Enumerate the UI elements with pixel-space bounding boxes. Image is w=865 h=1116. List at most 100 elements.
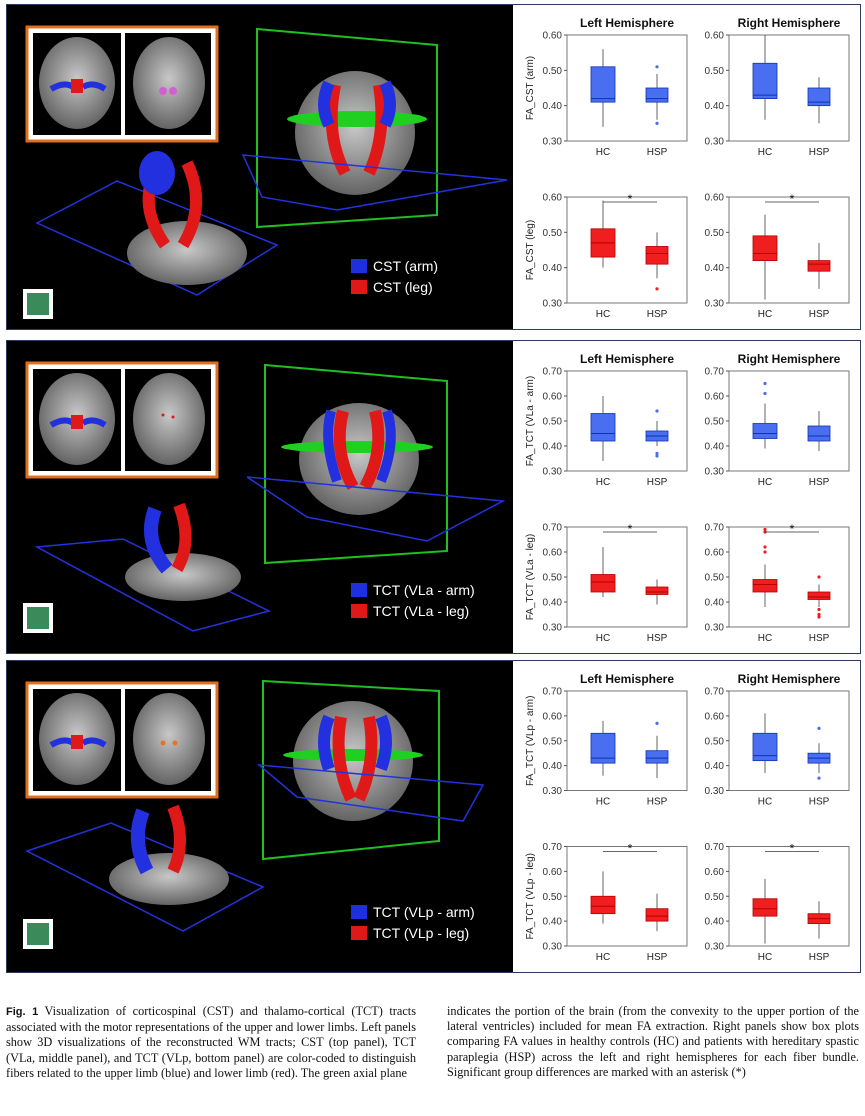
boxplot: 0.30 0.40 0.50 0.60 0.70 FA_TCT (VLp - leg) HC… bbox=[525, 842, 688, 963]
y-tick-label: 0.50 bbox=[543, 892, 563, 903]
x-tick-label: HSP bbox=[809, 309, 830, 320]
box bbox=[752, 423, 778, 439]
box bbox=[645, 586, 669, 595]
x-tick-label: HSP bbox=[647, 633, 668, 644]
tract-visualization: TCT (VLa - arm) TCT (VLa - leg) bbox=[7, 341, 513, 653]
boxplot: Right Hemisphere 0.30 0.40 0.50 0.60 HC HSP bbox=[705, 16, 850, 158]
legend-label: CST (arm) bbox=[373, 257, 439, 274]
outlier-point bbox=[817, 776, 821, 780]
box bbox=[590, 574, 616, 593]
boxplot: 0.30 0.40 0.50 0.60 FA_CST (leg) HC HSP * bbox=[525, 192, 688, 320]
y-tick-label: 0.30 bbox=[705, 623, 725, 634]
legend-label: TCT (VLa - arm) bbox=[373, 581, 475, 598]
plot-title: Left Hemisphere bbox=[580, 672, 674, 686]
tract-visualization: CST (arm) CST (leg) bbox=[7, 5, 513, 329]
legend-item: CST (arm) bbox=[351, 255, 438, 276]
y-tick-label: 0.60 bbox=[705, 31, 725, 42]
box bbox=[752, 235, 778, 262]
y-tick-label: 0.50 bbox=[543, 228, 563, 239]
x-tick-label: HC bbox=[758, 633, 772, 644]
legend-label: TCT (VLp - arm) bbox=[373, 903, 475, 920]
plot-title: Right Hemisphere bbox=[738, 352, 841, 366]
y-tick-label: 0.30 bbox=[543, 623, 563, 634]
plot-frame bbox=[566, 34, 688, 142]
y-tick-label: 0.40 bbox=[543, 761, 563, 772]
y-tick-label: 0.60 bbox=[705, 392, 725, 403]
y-tick-label: 0.30 bbox=[543, 299, 563, 310]
plot-title: Left Hemisphere bbox=[580, 16, 674, 30]
y-tick-label: 0.50 bbox=[705, 573, 725, 584]
significance-asterisk: * bbox=[628, 842, 633, 856]
y-tick-label: 0.30 bbox=[543, 467, 563, 478]
outlier-point bbox=[655, 409, 659, 413]
plot-frame bbox=[728, 370, 850, 472]
y-tick-label: 0.40 bbox=[705, 101, 725, 112]
outlier-point bbox=[763, 527, 767, 532]
box bbox=[645, 750, 669, 764]
y-tick-label: 0.50 bbox=[705, 736, 725, 747]
y-tick-label: 0.60 bbox=[543, 392, 563, 403]
y-tick-label: 0.30 bbox=[705, 942, 725, 953]
plot-frame bbox=[566, 690, 688, 791]
x-tick-label: HC bbox=[596, 797, 610, 808]
x-tick-label: HC bbox=[596, 477, 610, 488]
y-tick-label: 0.60 bbox=[543, 867, 563, 878]
outlier-point bbox=[817, 726, 821, 730]
legend-swatch bbox=[351, 603, 367, 618]
boxplot: 0.30 0.40 0.50 0.60 HC HSP * bbox=[705, 192, 850, 320]
y-tick-label: 0.60 bbox=[543, 711, 563, 722]
x-tick-label: HSP bbox=[647, 477, 668, 488]
tract-legend: CST (arm) CST (leg) bbox=[351, 255, 438, 297]
box bbox=[752, 898, 778, 917]
x-tick-label: HC bbox=[758, 147, 772, 158]
boxplot: Right Hemisphere 0.30 0.40 0.50 0.60 0.70 HC HS… bbox=[705, 672, 850, 808]
caption-text-right: indicates the portion of the brain (from… bbox=[447, 1004, 859, 1079]
boxplot: Left Hemisphere 0.30 0.40 0.50 0.60 0.70 FA_TC… bbox=[525, 352, 688, 488]
brain-3d-render bbox=[23, 679, 485, 949]
significance-asterisk: * bbox=[628, 192, 633, 206]
box bbox=[590, 413, 616, 442]
y-tick-label: 0.70 bbox=[543, 842, 563, 853]
significance-asterisk: * bbox=[790, 842, 795, 856]
outlier-point bbox=[817, 607, 821, 612]
x-tick-label: HC bbox=[596, 633, 610, 644]
y-tick-label: 0.70 bbox=[705, 687, 725, 698]
box bbox=[752, 62, 778, 99]
boxplot: Left Hemisphere 0.30 0.40 0.50 0.60 FA_CST (a… bbox=[525, 16, 688, 158]
y-tick-label: 0.50 bbox=[543, 573, 563, 584]
box bbox=[645, 87, 669, 103]
boxplot-svg: Left Hemisphere 0.30 0.40 0.50 0.60 0.70 FA_TC… bbox=[525, 672, 850, 963]
y-tick-label: 0.70 bbox=[705, 523, 725, 534]
box bbox=[752, 732, 778, 762]
y-tick-label: 0.40 bbox=[705, 917, 725, 928]
plot-frame bbox=[728, 34, 850, 142]
outlier-point bbox=[655, 451, 659, 456]
y-tick-label: 0.60 bbox=[705, 193, 725, 204]
caption-left-column: Fig. 1 Visualization of corticospinal (C… bbox=[6, 1004, 416, 1081]
y-tick-label: 0.50 bbox=[705, 417, 725, 428]
boxplot: 0.30 0.40 0.50 0.60 0.70 HC HSP * bbox=[705, 842, 850, 963]
plot-frame bbox=[566, 370, 688, 472]
box bbox=[590, 66, 616, 103]
y-tick-label: 0.30 bbox=[705, 137, 725, 148]
y-tick-label: 0.50 bbox=[705, 66, 725, 77]
x-tick-label: HC bbox=[758, 477, 772, 488]
legend-item: TCT (VLa - leg) bbox=[351, 600, 475, 621]
y-axis-label: FA_TCT (VLp - arm) bbox=[525, 696, 536, 786]
figure-panel-cst: CST (arm) CST (leg) Left Hemisphere 0.30 0… bbox=[6, 4, 861, 330]
box bbox=[645, 908, 669, 922]
y-tick-label: 0.50 bbox=[543, 66, 563, 77]
y-tick-label: 0.60 bbox=[705, 867, 725, 878]
boxplot-grid: Left Hemisphere 0.30 0.40 0.50 0.60 0.70 FA_TC… bbox=[515, 661, 860, 972]
outlier-point bbox=[763, 381, 767, 386]
plot-title: Left Hemisphere bbox=[580, 352, 674, 366]
plot-frame bbox=[566, 526, 688, 628]
boxplot: Right Hemisphere 0.30 0.40 0.50 0.60 0.70 HC HS… bbox=[705, 352, 850, 488]
box bbox=[807, 87, 831, 107]
box bbox=[590, 895, 616, 915]
y-axis-label: FA_TCT (VLa - arm) bbox=[525, 376, 536, 466]
x-tick-label: HSP bbox=[809, 477, 830, 488]
y-tick-label: 0.40 bbox=[543, 917, 563, 928]
outlier-point bbox=[655, 287, 659, 291]
x-tick-label: HSP bbox=[647, 309, 668, 320]
